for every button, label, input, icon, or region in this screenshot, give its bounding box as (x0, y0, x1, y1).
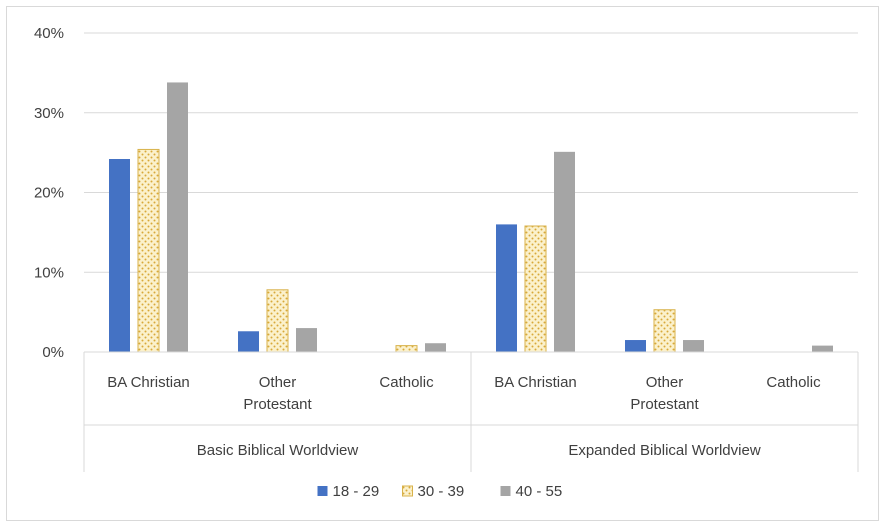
legend-swatch (500, 486, 511, 496)
y-tick-label: 10% (34, 264, 64, 281)
legend-swatch (317, 486, 328, 496)
x-axis: BA Christian Other Protestant Catholic BA Ch… (83, 351, 859, 472)
x-group-label: Expanded Biblical Worldview (568, 442, 760, 459)
x-category-label: Protestant (630, 396, 699, 413)
legend-label: 30 - 39 (418, 483, 465, 500)
bar-30-39-0 (137, 148, 160, 353)
gridlines (84, 32, 858, 273)
bar-18-29-3 (496, 224, 517, 352)
x-group-label: Basic Biblical Worldview (197, 442, 359, 459)
x-category-label: Other (646, 374, 684, 391)
bar-18-29-4 (625, 340, 646, 352)
y-tick-label: 0% (42, 344, 64, 361)
x-category-label: BA Christian (494, 374, 577, 391)
bar-40-55-4 (683, 340, 704, 352)
y-tick-label: 30% (34, 105, 64, 122)
chart-border (6, 6, 879, 521)
legend-swatch (402, 485, 413, 497)
y-tick-label: 40% (34, 25, 64, 42)
legend: 18 - 29 30 - 39 40 - 55 (317, 483, 563, 500)
x-category-label: Catholic (379, 374, 434, 391)
legend-label: 18 - 29 (333, 483, 380, 500)
y-tick-label: 20% (34, 185, 64, 202)
bar-40-55-0 (167, 82, 188, 352)
x-category-label: Catholic (766, 374, 821, 391)
bar-30-39-3 (524, 225, 547, 353)
bar-40-55-2 (425, 343, 446, 352)
bar-18-29-1 (238, 331, 259, 352)
bar-30-39-2 (395, 345, 418, 353)
bar-40-55-3 (554, 151, 575, 352)
y-axis-tick-labels: 0% 10% 20% 30% 40% (34, 25, 64, 361)
x-category-label: BA Christian (107, 374, 190, 391)
x-category-label: Other (259, 374, 297, 391)
x-category-label: Protestant (243, 396, 312, 413)
bar-40-55-1 (296, 328, 317, 352)
bar-40-55-5 (812, 345, 833, 352)
bar-30-39-1 (266, 289, 289, 353)
bar-18-29-0 (109, 159, 130, 352)
legend-label: 40 - 55 (516, 483, 563, 500)
bars (109, 82, 833, 353)
bar-30-39-4 (653, 309, 676, 353)
